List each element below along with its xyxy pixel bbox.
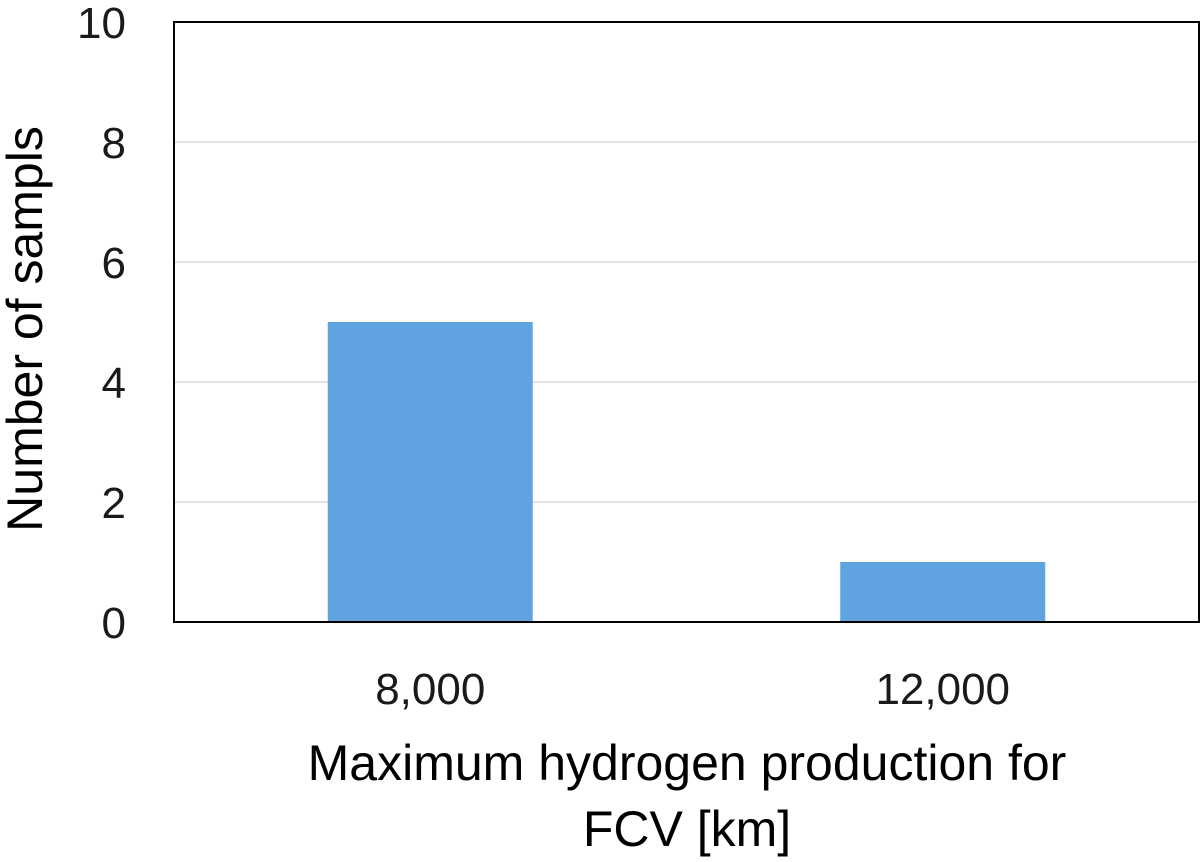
x-tick-label: 12,000 bbox=[875, 665, 1010, 714]
x-axis-title-line-2: FCV [km] bbox=[583, 801, 791, 857]
plot-frame bbox=[173, 21, 1200, 623]
y-tick-label: 8 bbox=[102, 119, 126, 168]
bar-2 bbox=[840, 562, 1046, 622]
y-tick-label: 6 bbox=[102, 239, 126, 288]
bars bbox=[327, 322, 1046, 622]
y-tick-label: 10 bbox=[77, 0, 126, 48]
y-tick-label: 0 bbox=[102, 599, 126, 648]
x-axis-title-line-1: Maximum hydrogen production for bbox=[308, 735, 1067, 791]
bar-1 bbox=[327, 322, 533, 622]
y-tick-label: 2 bbox=[102, 479, 126, 528]
x-tick-label: 8,000 bbox=[375, 665, 485, 714]
y-axis-title: Number of sampls bbox=[0, 126, 53, 532]
y-tick-labels: 0 2 4 6 8 10 bbox=[77, 0, 126, 648]
x-tick-labels: 8,000 12,000 bbox=[375, 665, 1010, 714]
y-tick-label: 4 bbox=[102, 359, 126, 408]
